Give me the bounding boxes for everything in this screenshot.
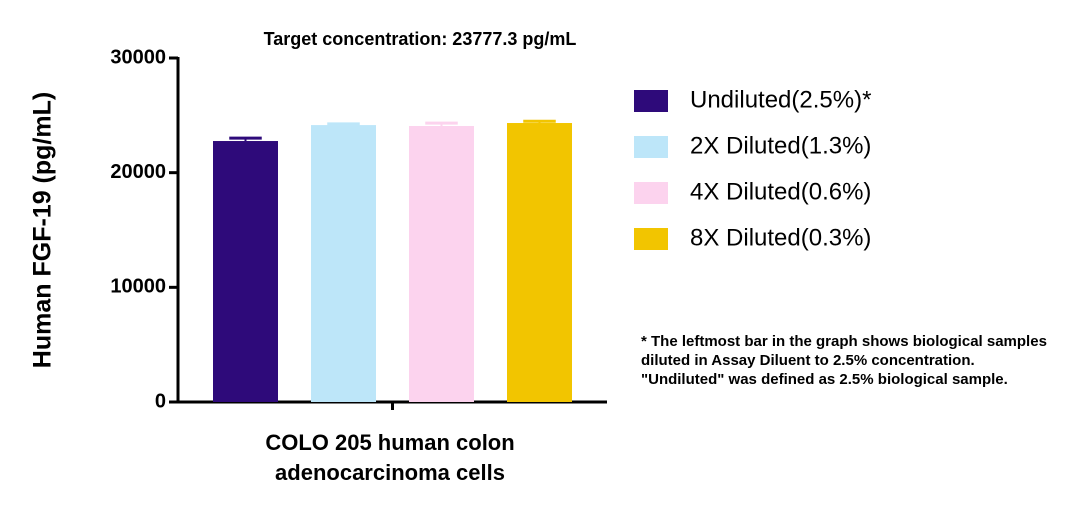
legend-swatch [634, 136, 668, 158]
y-tick-label: 0 [155, 390, 166, 412]
chart-title: Target concentration: 23777.3 pg/mL [264, 29, 577, 49]
bar [507, 123, 572, 403]
legend-swatch [634, 90, 668, 112]
x-tick-label: COLO 205 human colon adenocarcinoma cell… [265, 430, 515, 485]
note: * The leftmost bar in the graph shows bi… [641, 333, 1047, 388]
legend-swatch [634, 182, 668, 204]
bar [311, 125, 376, 402]
legend-swatch [634, 228, 668, 250]
legend-label: 4X Diluted(0.6%) [690, 178, 871, 205]
y-tick-label: 10000 [110, 276, 166, 298]
bar [409, 125, 474, 403]
legend-label: 2X Diluted(1.3%) [690, 132, 871, 159]
y-axis-label: Human FGF-19 (pg/mL) [29, 92, 57, 368]
bar [213, 141, 278, 402]
legend-label: Undiluted(2.5%)* [690, 86, 871, 113]
legend-label: 8X Diluted(0.3%) [690, 224, 871, 251]
y-tick-label: 30000 [110, 46, 166, 68]
y-tick-label: 20000 [110, 161, 166, 183]
